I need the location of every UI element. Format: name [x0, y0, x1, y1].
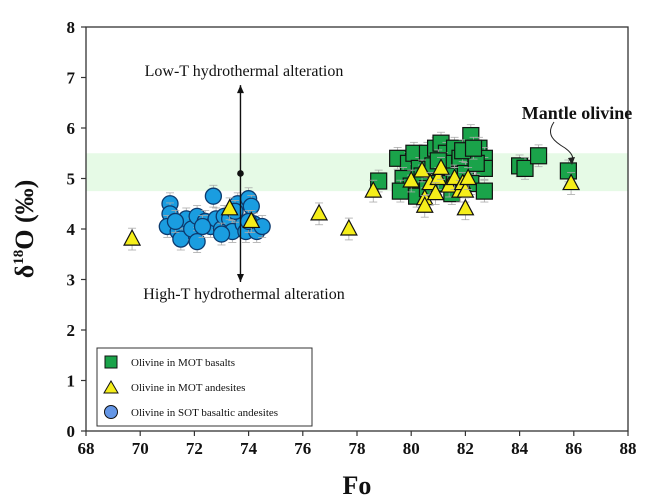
- high-t-annotation: High-T hydrothermal alteration: [143, 286, 344, 303]
- x-tick-label: 74: [240, 439, 258, 458]
- data-point-circle: [166, 212, 185, 231]
- alteration-arrow-dot: [237, 170, 244, 177]
- y-tick-label: 3: [67, 271, 76, 290]
- data-point-circle: [212, 225, 231, 243]
- data-point-triangle: [429, 168, 448, 186]
- legend-label-mot-basalts: Olivine in MOT basalts: [131, 357, 235, 369]
- data-point-square: [464, 139, 483, 157]
- y-axis-title: δ18O (‰): [10, 180, 39, 279]
- mantle-arrowhead: [568, 157, 575, 165]
- data-point-triangle: [364, 180, 383, 198]
- y-tick-label: 8: [67, 18, 76, 37]
- data-point-square: [559, 162, 577, 180]
- x-tick-label: 70: [132, 439, 149, 458]
- x-tick-label: 80: [403, 439, 420, 458]
- data-point-triangle: [310, 203, 329, 221]
- mantle-olivine-annotation: Mantle olivine: [522, 103, 633, 123]
- data-point-circle: [193, 217, 212, 236]
- x-tick-label: 88: [620, 439, 637, 458]
- data-point-triangle: [456, 198, 475, 216]
- low-t-annotation: Low-T hydrothermal alteration: [145, 63, 344, 80]
- y-tick-label: 7: [67, 69, 76, 88]
- data-point-triangle: [402, 170, 421, 188]
- y-tick-label: 0: [67, 422, 76, 441]
- legend-circle-icon: [104, 405, 118, 419]
- data-point-triangle: [242, 211, 261, 229]
- y-tick-label: 1: [67, 372, 76, 391]
- legend-square-icon: [104, 355, 118, 369]
- y-tick-label: 2: [67, 321, 76, 340]
- x-axis-title: Fo: [343, 471, 372, 500]
- x-tick-label: 68: [78, 439, 95, 458]
- x-tick-label: 84: [511, 439, 529, 458]
- x-tick-label: 72: [186, 439, 203, 458]
- data-point-triangle: [445, 168, 464, 186]
- data-point-triangle: [426, 183, 445, 201]
- x-tick-label: 82: [457, 439, 474, 458]
- legend-label-mot-andesites: Olivine in MOT andesites: [131, 382, 245, 394]
- arrow-up-head: [236, 85, 244, 94]
- data-point-circle: [204, 187, 223, 205]
- data-point-square: [475, 182, 493, 200]
- data-point-triangle: [413, 160, 432, 178]
- data-point-triangle: [220, 198, 239, 216]
- data-point-triangle: [415, 196, 434, 213]
- y-tick-label: 4: [67, 220, 76, 239]
- legend-box: [96, 347, 313, 427]
- legend-label-sot-basaltic-andesites: Olivine in SOT basaltic andesites: [131, 407, 278, 419]
- data-point-triangle: [339, 218, 358, 236]
- y-tick-label: 6: [67, 119, 76, 138]
- x-tick-label: 86: [565, 439, 582, 458]
- data-point-square: [529, 147, 548, 165]
- x-tick-label: 78: [349, 439, 366, 458]
- legend-triangle-icon: [103, 380, 119, 394]
- x-tick-label: 76: [294, 439, 311, 458]
- legend: Olivine in MOT basalts Olivine in MOT an…: [96, 347, 313, 427]
- data-point-triangle: [459, 168, 478, 186]
- data-point-triangle: [432, 158, 451, 175]
- arrow-down-head: [236, 274, 244, 283]
- y-axis-title-superscript: 18: [11, 250, 27, 265]
- data-point-triangle: [123, 228, 142, 246]
- data-point-triangle: [562, 173, 581, 191]
- y-tick-label: 5: [67, 170, 76, 189]
- y-axis-title-delta: δ: [10, 265, 39, 279]
- data-point-square: [516, 159, 534, 177]
- y-axis-title-rest: O (‰): [10, 180, 39, 250]
